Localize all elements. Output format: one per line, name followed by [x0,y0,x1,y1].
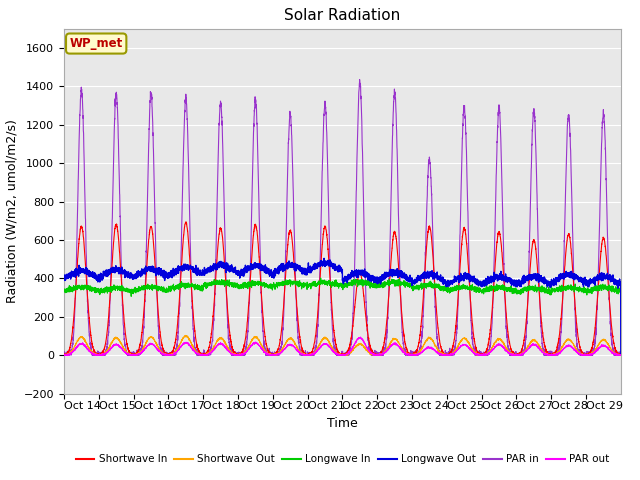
Text: WP_met: WP_met [70,37,123,50]
Legend: Shortwave In, Shortwave Out, Longwave In, Longwave Out, PAR in, PAR out: Shortwave In, Shortwave Out, Longwave In… [72,450,613,468]
Title: Solar Radiation: Solar Radiation [284,9,401,24]
X-axis label: Time: Time [327,417,358,430]
Y-axis label: Radiation (W/m2, umol/m2/s): Radiation (W/m2, umol/m2/s) [5,119,18,303]
